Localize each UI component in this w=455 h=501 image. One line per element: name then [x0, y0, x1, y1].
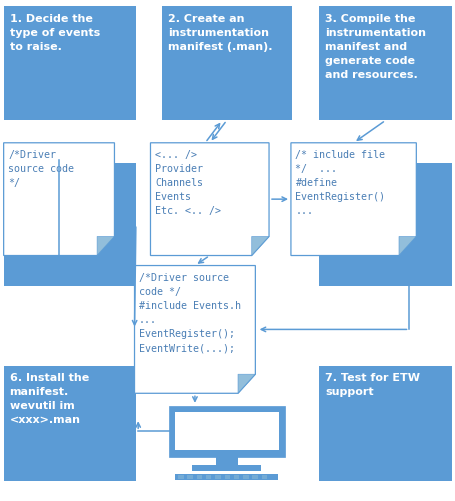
- Polygon shape: [251, 236, 268, 256]
- FancyBboxPatch shape: [215, 455, 238, 465]
- FancyBboxPatch shape: [187, 475, 192, 477]
- FancyBboxPatch shape: [206, 475, 211, 477]
- Text: /* include file
*/  ...
#define
EventRegister()
...: /* include file */ ... #define EventRegi…: [295, 150, 384, 216]
- Text: 5. Build and
install the
driver.: 5. Build and install the driver.: [324, 170, 399, 208]
- FancyBboxPatch shape: [4, 366, 136, 481]
- FancyBboxPatch shape: [196, 475, 202, 477]
- Text: 1. Decide the
type of events
to raise.: 1. Decide the type of events to raise.: [10, 14, 100, 52]
- FancyBboxPatch shape: [178, 475, 183, 477]
- FancyBboxPatch shape: [187, 476, 192, 478]
- FancyBboxPatch shape: [224, 476, 229, 478]
- FancyBboxPatch shape: [196, 476, 202, 478]
- Polygon shape: [150, 143, 268, 256]
- FancyBboxPatch shape: [175, 412, 278, 450]
- FancyBboxPatch shape: [175, 474, 278, 480]
- Text: 4. Add the
generated code
to register,
unregister, and
write events.: 4. Add the generated code to register, u…: [10, 170, 107, 236]
- FancyBboxPatch shape: [224, 475, 229, 477]
- FancyBboxPatch shape: [206, 476, 211, 478]
- FancyBboxPatch shape: [162, 6, 291, 120]
- Polygon shape: [134, 266, 255, 393]
- Polygon shape: [290, 143, 415, 256]
- Polygon shape: [238, 374, 255, 393]
- FancyBboxPatch shape: [4, 163, 136, 286]
- Polygon shape: [398, 236, 415, 256]
- FancyBboxPatch shape: [233, 476, 239, 478]
- Text: 2. Create an
instrumentation
manifest (.man).: 2. Create an instrumentation manifest (.…: [167, 14, 272, 52]
- FancyBboxPatch shape: [215, 475, 220, 477]
- FancyBboxPatch shape: [169, 406, 284, 457]
- Polygon shape: [97, 236, 114, 256]
- FancyBboxPatch shape: [261, 476, 267, 478]
- Text: 7. Test for ETW
support: 7. Test for ETW support: [324, 373, 419, 397]
- FancyBboxPatch shape: [243, 476, 248, 478]
- Text: 6. Install the
manifest.
wevutil im
<xxx>.man: 6. Install the manifest. wevutil im <xxx…: [10, 373, 89, 425]
- Text: 3. Compile the
instrumentation
manifest and
generate code
and resources.: 3. Compile the instrumentation manifest …: [324, 14, 425, 80]
- FancyBboxPatch shape: [318, 366, 451, 481]
- FancyBboxPatch shape: [318, 163, 451, 286]
- Text: <... />
Provider
Channels
Events
Etc. <.. />: <... /> Provider Channels Events Etc. <.…: [155, 150, 221, 216]
- Polygon shape: [4, 143, 114, 256]
- FancyBboxPatch shape: [252, 476, 257, 478]
- Text: /*Driver source
code */
#include Events.h
...
EventRegister();
EventWrite(...);: /*Driver source code */ #include Events.…: [139, 273, 241, 353]
- FancyBboxPatch shape: [4, 6, 136, 120]
- FancyBboxPatch shape: [178, 476, 183, 478]
- FancyBboxPatch shape: [243, 475, 248, 477]
- FancyBboxPatch shape: [261, 475, 267, 477]
- FancyBboxPatch shape: [215, 476, 220, 478]
- FancyBboxPatch shape: [233, 475, 239, 477]
- FancyBboxPatch shape: [318, 6, 451, 120]
- Text: /*Driver
source code
*/: /*Driver source code */: [8, 150, 74, 188]
- FancyBboxPatch shape: [192, 465, 261, 471]
- FancyBboxPatch shape: [252, 475, 257, 477]
